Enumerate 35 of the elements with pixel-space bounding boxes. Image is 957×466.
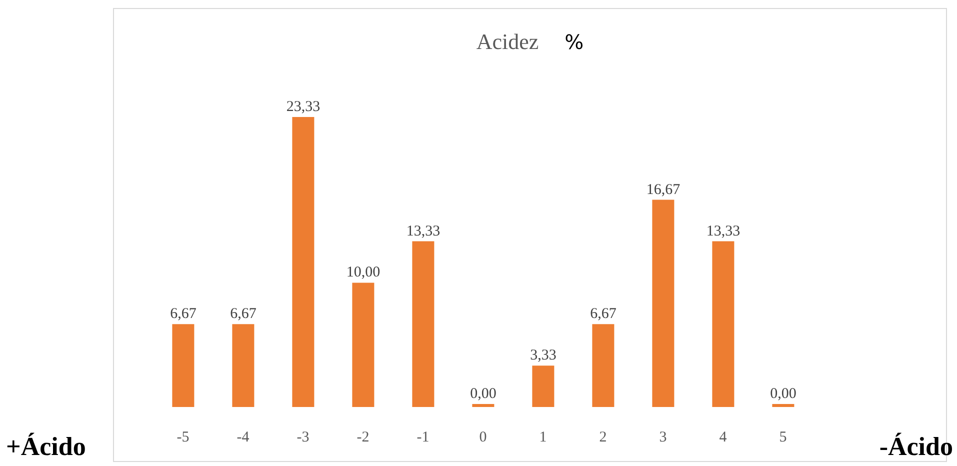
x-tick-label: 3 xyxy=(659,430,667,446)
bar xyxy=(652,200,674,407)
data-label: 0,00 xyxy=(770,386,796,402)
bar xyxy=(172,324,194,407)
bar xyxy=(712,241,734,407)
bar xyxy=(592,324,614,407)
x-tick-label: 0 xyxy=(479,430,487,446)
x-tick-label: 5 xyxy=(779,430,787,446)
data-label: 13,33 xyxy=(706,223,740,240)
chart-subtitle: % xyxy=(564,30,584,54)
x-tick-label: 1 xyxy=(539,430,547,446)
text: +Ácido xyxy=(6,432,86,462)
data-label: 0,00 xyxy=(470,386,496,402)
data-label: 6,67 xyxy=(170,306,197,322)
x-tick-label: -5 xyxy=(176,430,190,446)
x-tick-label: -4 xyxy=(236,430,250,446)
x-tick-label: 2 xyxy=(599,430,607,446)
x-tick-label: -2 xyxy=(356,430,370,446)
bar xyxy=(292,117,314,407)
chart-title: Acidez xyxy=(476,29,539,54)
text: -Ácido xyxy=(879,432,953,462)
bar xyxy=(352,282,374,407)
bar xyxy=(532,366,554,407)
x-tick-label: -1 xyxy=(416,430,430,446)
data-label: 13,33 xyxy=(406,223,440,240)
data-label: 6,67 xyxy=(230,306,257,322)
bar xyxy=(232,324,254,407)
x-tick-label: 4 xyxy=(719,430,728,446)
data-label: 10,00 xyxy=(346,264,380,281)
bar xyxy=(412,241,434,407)
data-label: 23,33 xyxy=(286,99,320,115)
data-label: 16,67 xyxy=(646,182,681,198)
data-label: 6,67 xyxy=(590,306,617,322)
x-tick-label: -3 xyxy=(296,430,310,446)
data-label: 3,33 xyxy=(530,348,556,364)
